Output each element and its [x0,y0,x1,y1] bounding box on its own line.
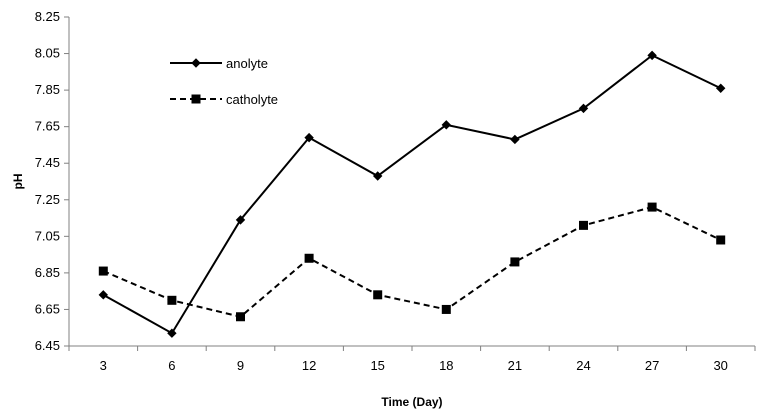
x-axis-title: Time (Day) [381,395,442,409]
series-layer [98,50,726,338]
data-point-catholyte [98,266,108,276]
legend-marker [191,58,201,68]
ticks-layer: 6.45 6.65 6.85 7.05 7.25 7.45 7.65 7.85 8.05 8.25… [35,9,756,373]
y-tick-label: 6.45 [35,338,60,353]
legend-item-anolyte: anolyte [170,56,268,71]
x-tick-label: 24 [576,358,590,373]
data-point-anolyte [167,328,177,338]
x-tick-label: 3 [100,358,107,373]
data-point-anolyte [578,103,589,114]
y-tick-label: 7.65 [35,119,60,134]
data-point-anolyte [98,290,109,300]
x-tick-label: 18 [439,358,453,373]
x-tick-label: 15 [370,358,384,373]
y-tick-label: 7.45 [35,155,60,170]
x-tick-label: 12 [302,358,316,373]
y-tick-label: 8.25 [35,9,60,24]
data-point-catholyte [304,253,314,263]
data-point-catholyte [647,202,657,212]
data-point-anolyte [647,50,657,61]
data-point-anolyte [372,171,383,181]
data-point-anolyte [715,83,726,93]
data-point-catholyte [441,304,451,314]
data-point-catholyte [167,295,177,305]
data-point-catholyte [510,257,520,267]
y-axis-title: pH [11,174,25,190]
x-tick-label: 30 [713,358,727,373]
data-point-catholyte [716,235,726,245]
y-tick-label: 7.25 [35,192,60,207]
data-point-catholyte [236,312,245,322]
x-tick-label: 27 [645,358,659,373]
data-point-catholyte [579,220,588,230]
series-line-anolyte [102,54,722,335]
legend: anolyte catholyte [170,56,278,107]
legend-label: catholyte [226,92,278,107]
x-tick-label: 6 [168,358,175,373]
y-tick-label: 6.65 [35,301,60,316]
legend-marker [191,94,201,104]
data-point-anolyte [304,132,314,143]
legend-label: anolyte [226,56,268,71]
y-tick-label: 6.85 [35,265,60,280]
legend-item-catholyte: catholyte [170,92,278,107]
data-point-anolyte [510,134,520,145]
series-catholyte [98,202,726,322]
x-tick-label: 21 [508,358,522,373]
data-point-anolyte [441,120,452,130]
data-point-anolyte [235,215,246,225]
series-line-catholyte [102,206,722,318]
y-tick-label: 7.85 [35,82,60,97]
y-tick-label: 7.05 [35,228,60,243]
y-tick-label: 8.05 [35,46,60,61]
data-point-catholyte [373,290,383,300]
series-anolyte [98,50,726,338]
x-tick-label: 9 [237,358,244,373]
